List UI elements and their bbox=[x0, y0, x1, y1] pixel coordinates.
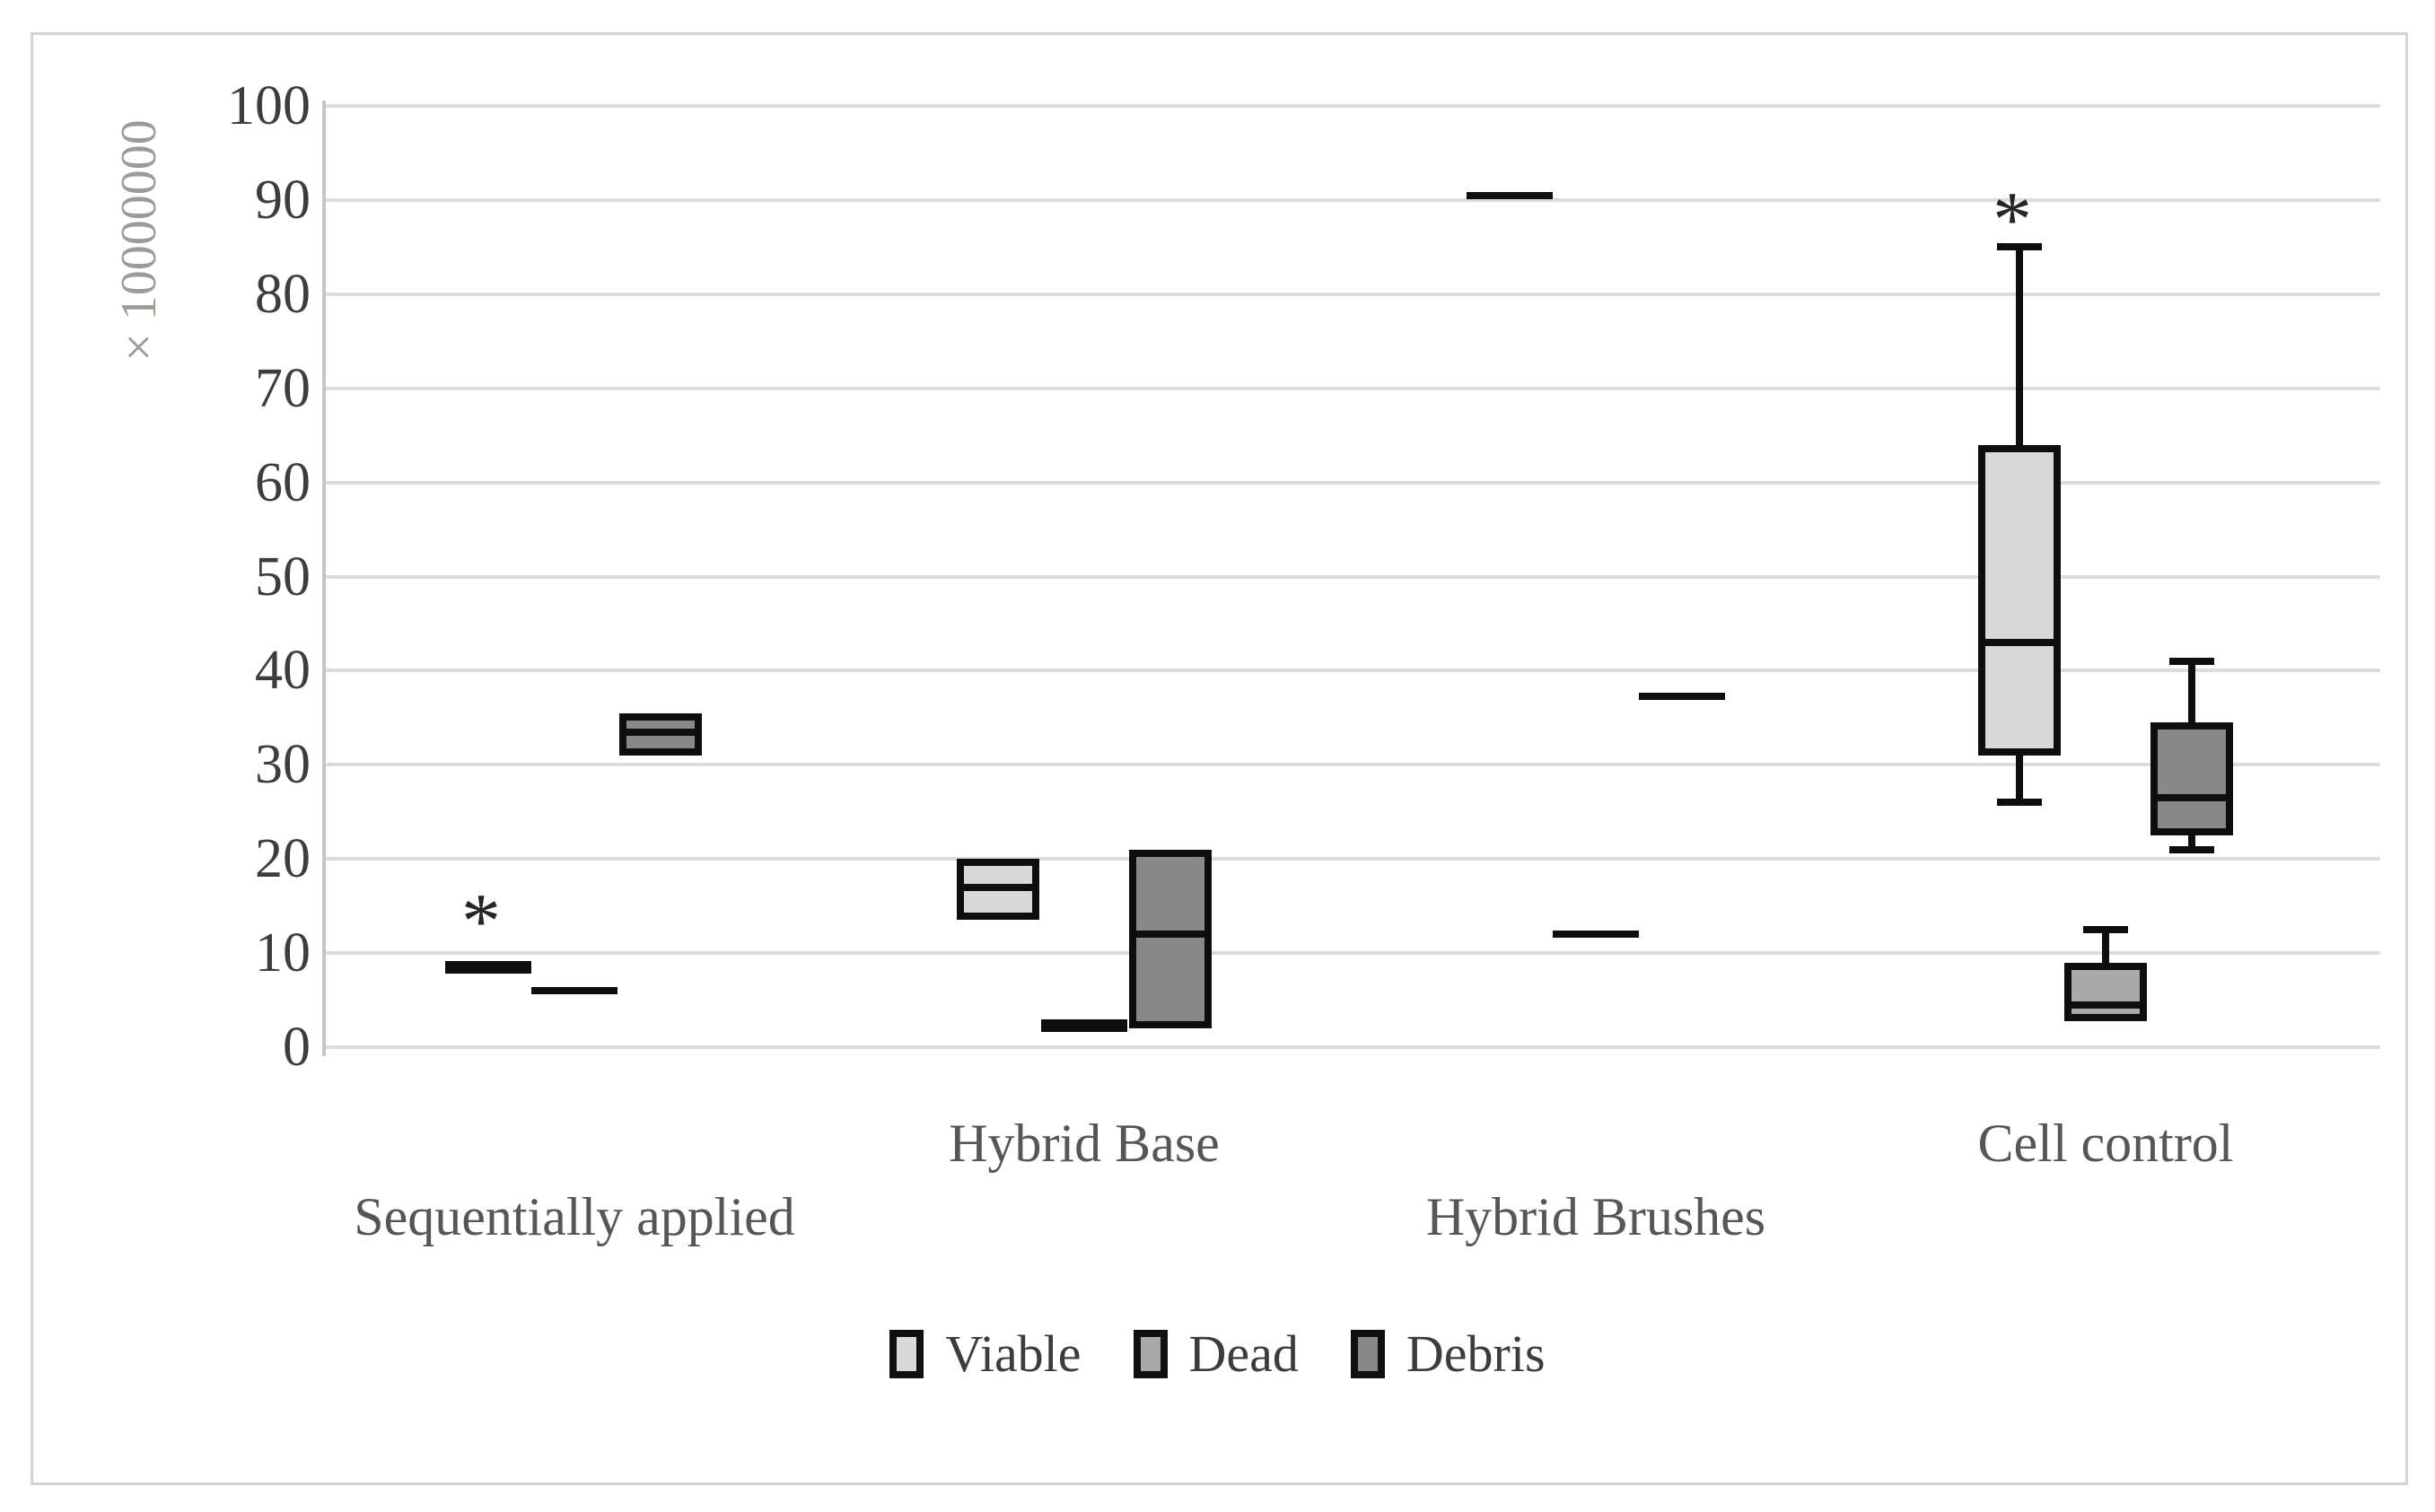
y-axis-line bbox=[322, 101, 326, 1056]
outlier-star: * bbox=[461, 878, 501, 966]
gridline bbox=[325, 951, 2380, 956]
y-axis-tick-label: 60 bbox=[255, 451, 311, 513]
y-axis-tick-label: 90 bbox=[255, 169, 311, 231]
gridline bbox=[325, 197, 2380, 202]
gridline bbox=[325, 857, 2380, 861]
gridline bbox=[325, 669, 2380, 673]
boxplot-box bbox=[2064, 962, 2147, 1021]
upper-whisker bbox=[2188, 660, 2195, 723]
category-label: Sequentially applied bbox=[354, 1187, 795, 1246]
median-line bbox=[2157, 794, 2227, 801]
y-axis-tick-label: 0 bbox=[283, 1017, 311, 1078]
legend: Viable Dead Debris bbox=[0, 1328, 2435, 1380]
median-line bbox=[1984, 638, 2054, 646]
median-line bbox=[626, 728, 696, 736]
boxplot-box bbox=[1978, 444, 2061, 756]
y-axis-tick-label: 20 bbox=[255, 828, 311, 890]
figure-border bbox=[31, 32, 2408, 1485]
median-line bbox=[2071, 1001, 2141, 1009]
gridline bbox=[325, 292, 2380, 296]
upper-whisker-cap bbox=[2169, 657, 2214, 665]
lower-whisker bbox=[2188, 835, 2195, 850]
y-axis-tick-label: 70 bbox=[255, 357, 311, 419]
legend-swatch bbox=[1350, 1330, 1385, 1378]
lower-whisker bbox=[2016, 755, 2023, 803]
y-axis-tick-label: 10 bbox=[255, 922, 311, 984]
upper-whisker-cap bbox=[1997, 243, 2042, 251]
gridline bbox=[325, 574, 2380, 579]
gridline bbox=[325, 104, 2380, 108]
legend-swatch bbox=[1133, 1330, 1168, 1378]
category-label: Hybrid Base bbox=[949, 1114, 1220, 1173]
median-line bbox=[1135, 931, 1205, 939]
y-axis-tick-label: 100 bbox=[227, 75, 311, 136]
gridline bbox=[325, 480, 2380, 485]
boxplot-box bbox=[1129, 849, 1212, 1028]
category-label: Hybrid Brushes bbox=[1425, 1187, 1766, 1246]
outlier-star: * bbox=[1993, 177, 2032, 265]
legend-label: Viable bbox=[945, 1324, 1082, 1383]
upper-whisker bbox=[2102, 929, 2109, 963]
y-axis-tick-label: 40 bbox=[255, 640, 311, 702]
lower-whisker-cap bbox=[2169, 845, 2214, 853]
legend-item: Viable bbox=[889, 1324, 1082, 1383]
y-axis-tick-label: 80 bbox=[255, 263, 311, 325]
boxplot-collapsed-line bbox=[531, 987, 618, 995]
boxplot-collapsed-line bbox=[1639, 692, 1725, 700]
boxplot-collapsed-line bbox=[1041, 1018, 1127, 1032]
y-axis-tick-label: 30 bbox=[255, 734, 311, 796]
legend-label: Dead bbox=[1188, 1324, 1299, 1383]
gridline bbox=[325, 1045, 2380, 1049]
upper-whisker-cap bbox=[2083, 925, 2128, 933]
y-axis-tick-label: 50 bbox=[255, 546, 311, 607]
legend-label: Debris bbox=[1406, 1324, 1546, 1383]
gridline bbox=[325, 386, 2380, 390]
y-axis-title: × 10000000 bbox=[111, 119, 167, 362]
gridline bbox=[325, 763, 2380, 767]
boxplot-collapsed-line bbox=[445, 960, 531, 974]
boxplot-collapsed-line bbox=[1467, 191, 1553, 199]
median-line bbox=[963, 883, 1033, 891]
legend-item: Debris bbox=[1350, 1324, 1546, 1383]
lower-whisker-cap bbox=[1997, 799, 2042, 807]
boxplot-box bbox=[2150, 722, 2233, 835]
category-label: Cell control bbox=[1977, 1114, 2234, 1173]
legend-swatch bbox=[889, 1330, 924, 1378]
legend-item: Dead bbox=[1133, 1324, 1299, 1383]
upper-whisker bbox=[2016, 247, 2023, 445]
boxplot-collapsed-line bbox=[1553, 931, 1639, 939]
